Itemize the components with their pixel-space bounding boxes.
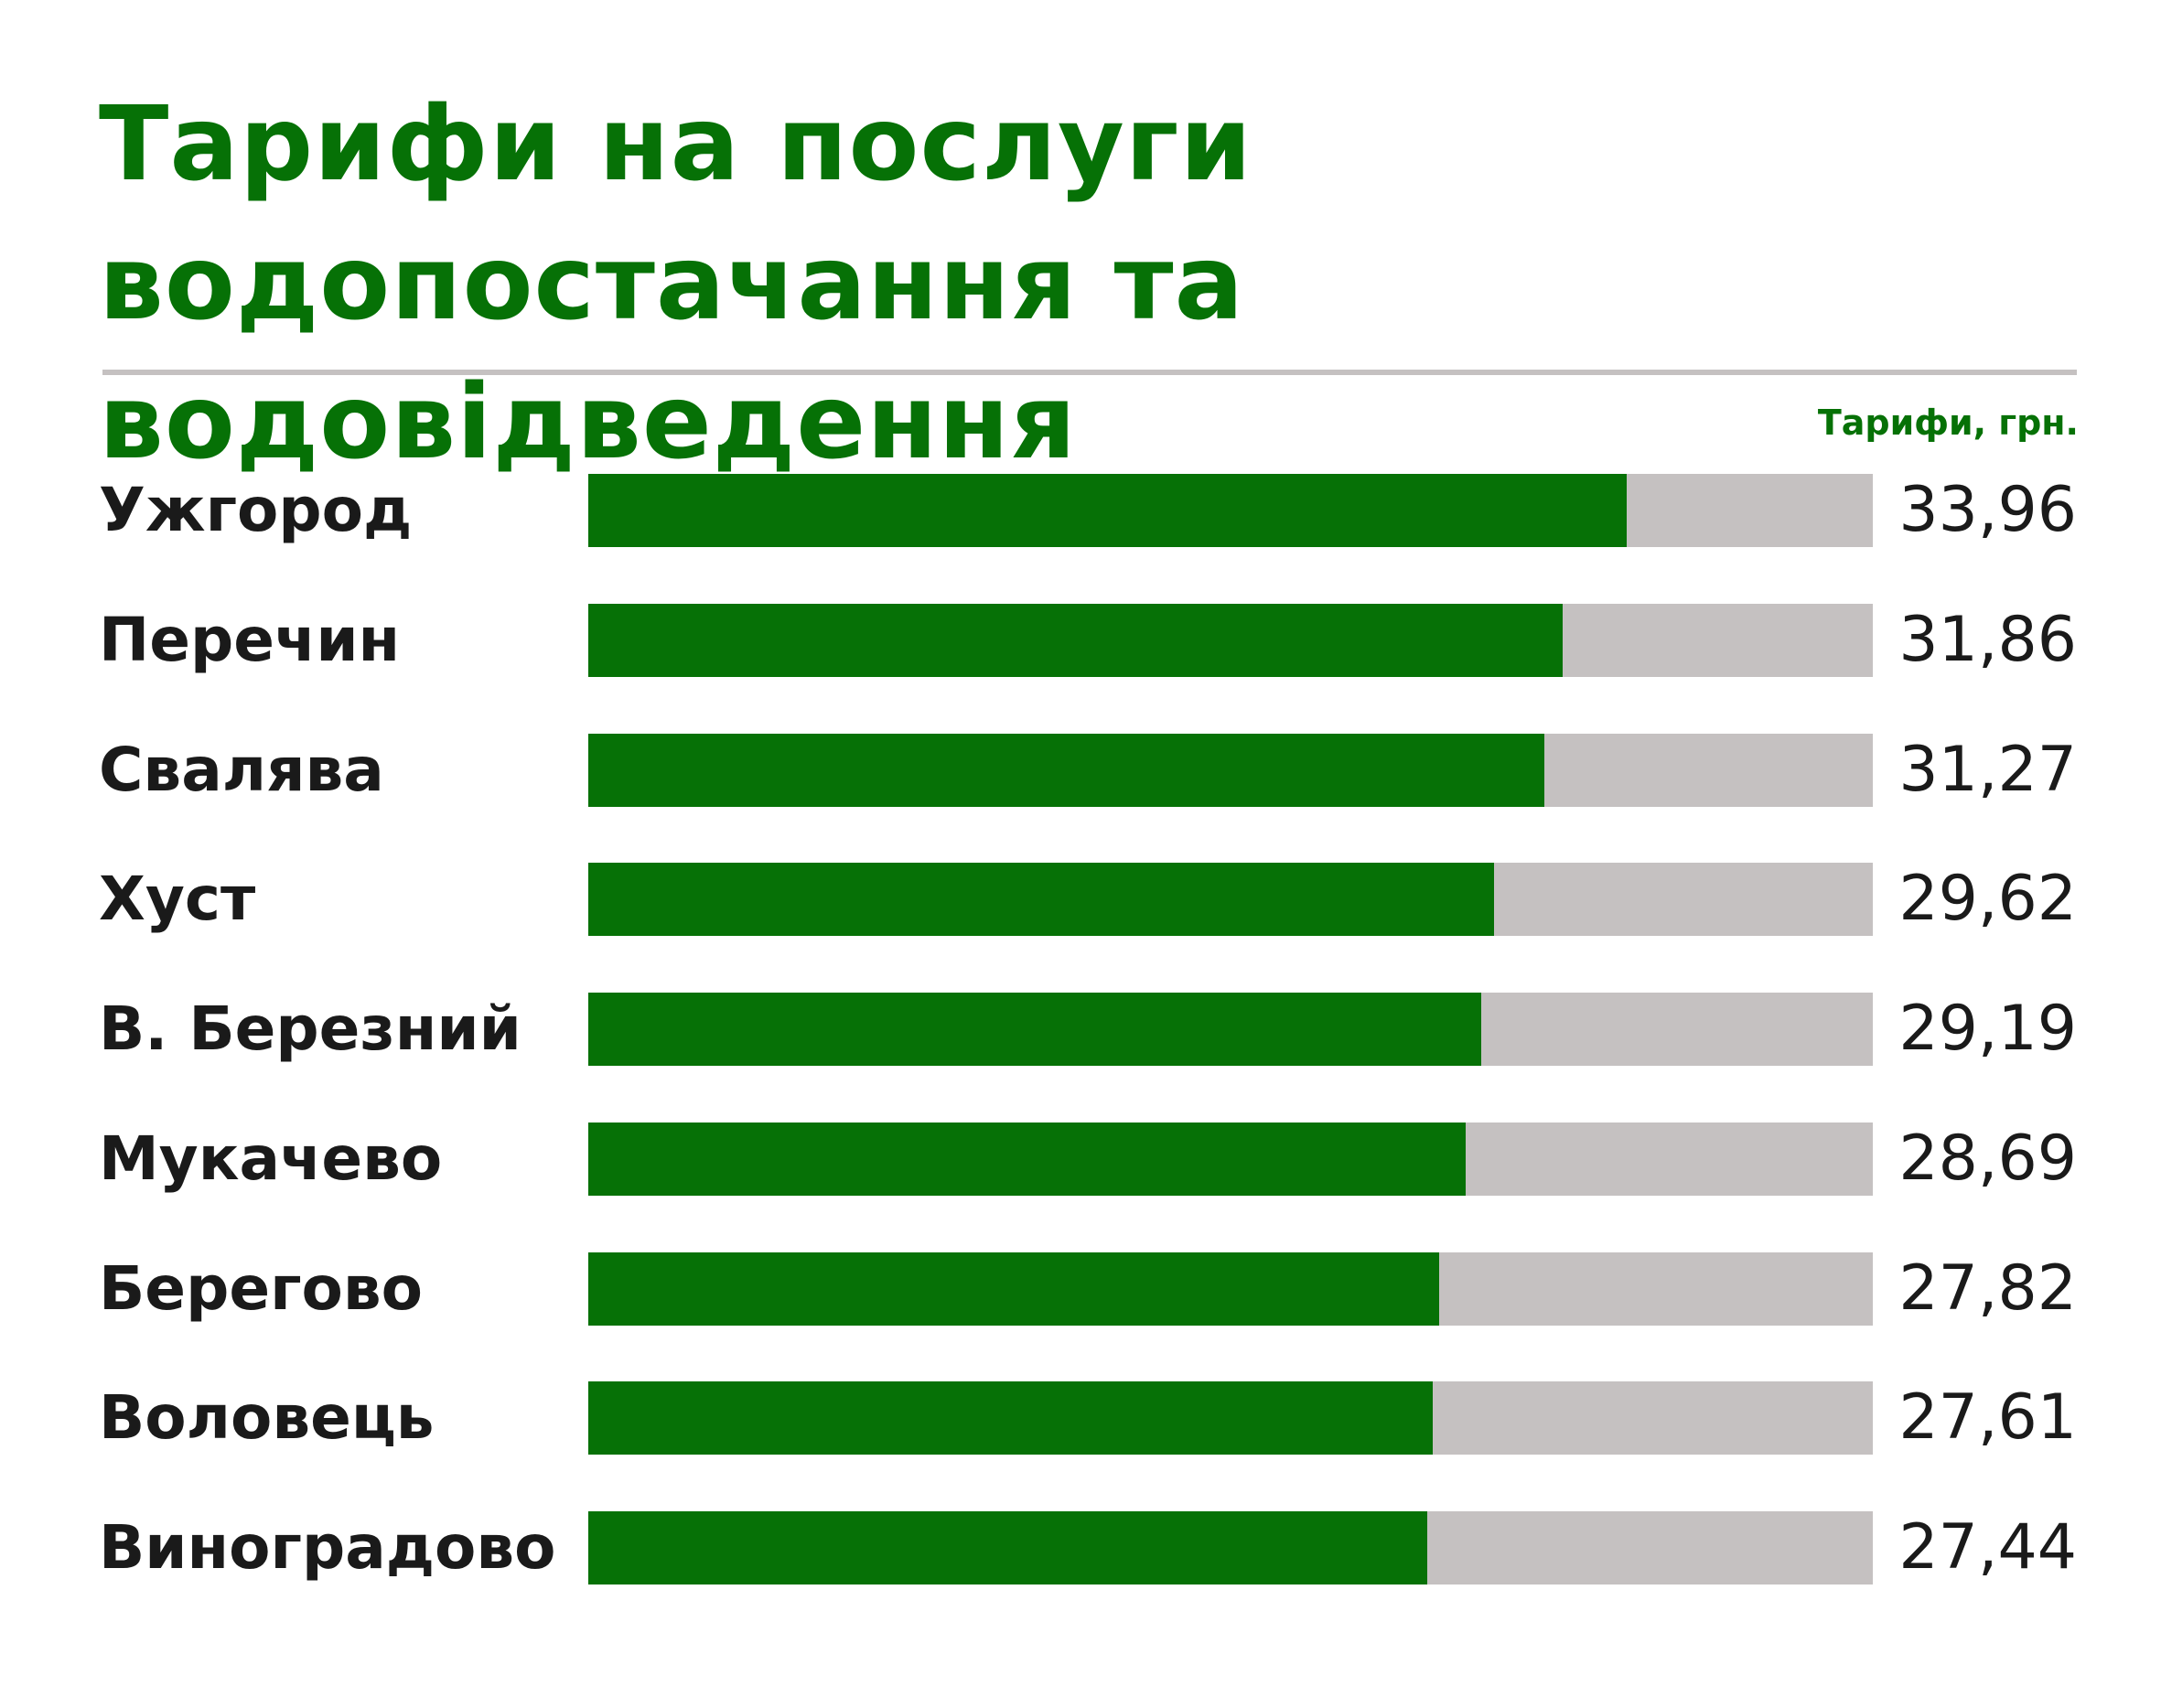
bar [588,1511,1427,1584]
bar-row: Ужгород 33,96 [0,474,2161,547]
bar [588,734,1544,807]
category-label: Свалява [99,735,384,805]
bar-track [588,474,1873,547]
bar-row: Воловець 27,61 [0,1381,2161,1455]
unit-label: Тарифи, грн. [1817,403,2079,443]
category-label: Мукачево [99,1123,443,1194]
chart-title: Тарифи на послуги водопостачання та водо… [99,85,1253,482]
value-label: 29,62 [1898,863,2077,935]
bar-row: В. Березний 29,19 [0,993,2161,1066]
bar-track [588,1381,1873,1455]
bar [588,1123,1466,1196]
value-label: 27,44 [1898,1511,2077,1584]
bar-row: Берегово 27,82 [0,1252,2161,1326]
value-label: 27,61 [1898,1381,2077,1454]
bar-track [588,1511,1873,1584]
bar [588,1252,1439,1326]
value-label: 29,19 [1898,993,2077,1065]
category-label: В. Березний [99,994,521,1064]
bar-track [588,1123,1873,1196]
bar-row: Хуст 29,62 [0,863,2161,936]
title-divider [102,370,2077,375]
bar-track [588,1252,1873,1326]
bar-row: Мукачево 28,69 [0,1123,2161,1196]
bar-row: Перечин 31,86 [0,604,2161,677]
bar-track [588,863,1873,936]
bar-track [588,604,1873,677]
category-label: Перечин [99,605,401,675]
bar-row: Виноградово 27,44 [0,1511,2161,1584]
bar [588,604,1563,677]
bar-row: Свалява 31,27 [0,734,2161,807]
bar [588,993,1481,1066]
value-label: 31,27 [1898,734,2077,806]
value-label: 33,96 [1898,474,2077,546]
value-label: 27,82 [1898,1252,2077,1325]
bar [588,474,1627,547]
category-label: Ужгород [99,475,413,545]
category-label: Берегово [99,1253,424,1324]
value-label: 31,86 [1898,604,2077,676]
category-label: Воловець [99,1382,435,1453]
bar-track [588,734,1873,807]
value-label: 28,69 [1898,1123,2077,1195]
bar-track [588,993,1873,1066]
bar [588,1381,1433,1455]
bar [588,863,1494,936]
category-label: Виноградово [99,1512,556,1583]
category-label: Хуст [99,864,256,934]
